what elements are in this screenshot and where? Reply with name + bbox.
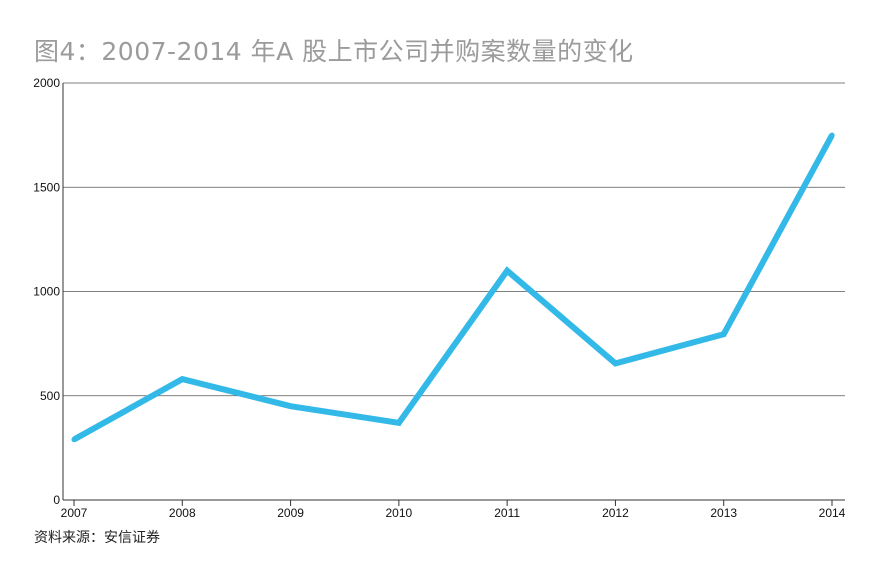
x-tick-label-2007: 2007 xyxy=(61,506,88,520)
data-point-2014 xyxy=(829,132,835,138)
x-tick-label-2008: 2008 xyxy=(169,506,196,520)
x-tick-label-2013: 2013 xyxy=(710,506,737,520)
chart-title: 图4：2007-2014 年A 股上市公司并购案数量的变化 xyxy=(34,37,634,66)
x-tick-label-2014: 2014 xyxy=(819,506,846,520)
y-tick-labels: 0 500 1000 1500 2000 xyxy=(33,76,60,507)
y-tick-label-1000: 1000 xyxy=(33,285,60,299)
y-tick-label-500: 500 xyxy=(40,389,60,403)
data-point-2009 xyxy=(287,403,294,409)
series-line-0 xyxy=(72,133,835,443)
grid-lines xyxy=(63,82,845,397)
data-point-2013 xyxy=(721,331,727,337)
y-tick-label-2000: 2000 xyxy=(33,76,60,90)
x-tick-label-2011: 2011 xyxy=(494,506,520,520)
x-tick-label-2009: 2009 xyxy=(277,506,304,520)
data-point-2008 xyxy=(179,376,185,382)
x-tick-label-2012: 2012 xyxy=(602,506,629,520)
data-point-2010 xyxy=(396,420,402,426)
x-tick-label-2010: 2010 xyxy=(386,506,413,520)
source-note: 资料来源：安信证券 xyxy=(34,530,160,546)
data-point-2012 xyxy=(612,360,619,367)
y-tick-label-0: 0 xyxy=(53,493,60,507)
y-tick-label-1500: 1500 xyxy=(33,180,60,194)
data-point-2011 xyxy=(504,268,510,274)
series-lines xyxy=(71,132,835,443)
x-tick-labels: 2007 2008 2009 2010 2011 2012 2013 2014 xyxy=(61,506,846,520)
data-point-2007 xyxy=(71,436,77,443)
axes xyxy=(62,83,845,506)
